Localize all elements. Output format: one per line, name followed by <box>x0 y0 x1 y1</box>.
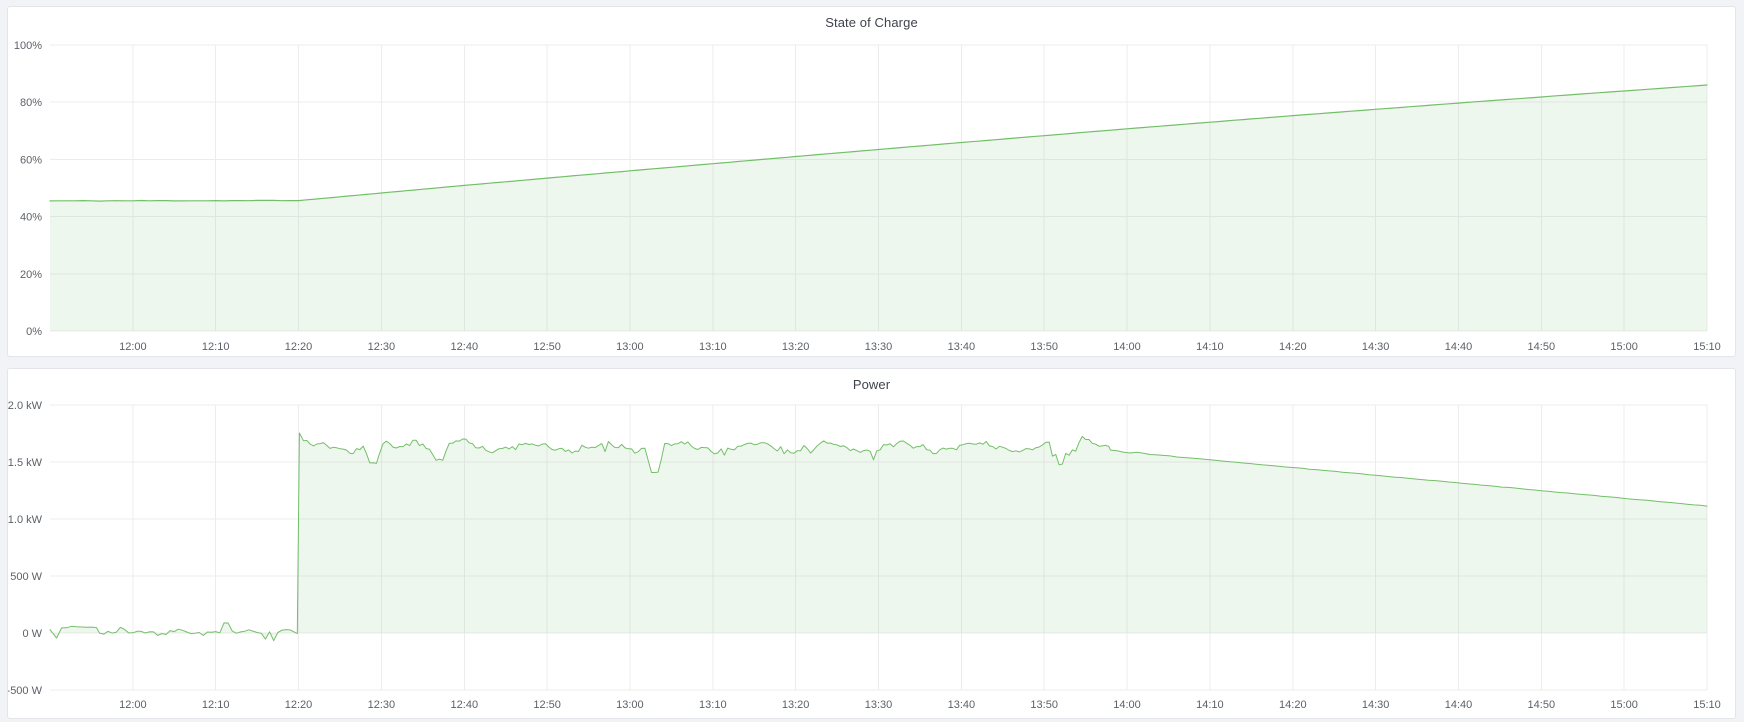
x-axis-tick-label: 12:00 <box>119 699 147 711</box>
power-chart-canvas[interactable]: -500 W 0 W 500 W 1.0 kW 1.5 kW 2.0 kW 12:00 12:… <box>8 369 1735 718</box>
x-axis-tick-label: 13:10 <box>699 699 727 711</box>
x-axis-tick-label: 13:50 <box>1030 699 1058 711</box>
x-axis-tick-label: 13:40 <box>948 341 976 353</box>
y-axis-tick-label: 0% <box>26 326 42 338</box>
x-axis-tick-label: 13:50 <box>1030 341 1058 353</box>
x-axis-tick-label: 13:00 <box>616 699 644 711</box>
x-axis-tick-label: 14:10 <box>1196 341 1224 353</box>
x-axis-tick-label: 13:20 <box>782 341 810 353</box>
series-line <box>49 84 1708 202</box>
series-line <box>49 432 1708 642</box>
y-axis-tick-label: 60% <box>20 154 42 166</box>
x-axis-tick-label: 12:30 <box>368 341 396 353</box>
y-axis-tick-label: 1.5 kW <box>8 457 43 469</box>
x-axis-tick-label: 14:30 <box>1362 341 1390 353</box>
x-axis-tick-label: 13:00 <box>616 341 644 353</box>
y-axis-tick-label: 80% <box>20 97 42 109</box>
panel-state-of-charge: State of Charge 0% 20% 40% 60% 80% 100% 12:00 1… <box>7 6 1736 357</box>
x-axis-tick-label: 12:20 <box>285 341 313 353</box>
x-axis-tick-label: 12:50 <box>533 341 561 353</box>
chart-svg: -500 W 0 W 500 W 1.0 kW 1.5 kW 2.0 kW 12:00 12:… <box>8 400 1721 711</box>
panel-header-state-of-charge[interactable]: State of Charge <box>8 7 1735 37</box>
y-axis-tick-label: 40% <box>20 212 42 224</box>
x-axis-tick-label: 14:20 <box>1279 341 1307 353</box>
x-axis-tick-label: 15:00 <box>1610 699 1638 711</box>
y-axis-tick-label: 100% <box>14 40 42 52</box>
x-axis-tick-label: 14:10 <box>1196 699 1224 711</box>
panel-header-power[interactable]: Power <box>8 369 1735 399</box>
x-axis-tick-label: 14:40 <box>1445 341 1473 353</box>
panel-title-power: Power <box>852 376 891 392</box>
x-axis-tick-label: 13:30 <box>865 341 893 353</box>
x-axis-tick-label: 12:30 <box>368 699 396 711</box>
x-axis-tick-label: 12:10 <box>202 341 230 353</box>
y-axis-tick-label: 1.0 kW <box>8 514 43 526</box>
state-of-charge-chart-canvas[interactable]: 0% 20% 40% 60% 80% 100% 12:00 12:10 12:20 12:30 12… <box>8 7 1735 356</box>
x-axis-tick-label: 14:00 <box>1113 341 1141 353</box>
x-axis-tick-label: 14:40 <box>1445 699 1473 711</box>
x-axis-tick-label: 12:00 <box>119 341 147 353</box>
x-axis-tick-label: 15:10 <box>1693 341 1721 353</box>
x-axis-tick-label: 14:20 <box>1279 699 1307 711</box>
x-axis-tick-label: 14:30 <box>1362 699 1390 711</box>
panel-power: Power -500 W 0 W 500 W 1.0 kW 1.5 kW 2.0 kW 12… <box>7 368 1736 719</box>
x-axis-tick-label: 14:00 <box>1113 699 1141 711</box>
grid-lines <box>50 404 1708 691</box>
x-axis-tick-label: 12:40 <box>451 699 479 711</box>
x-axis-tick-label: 13:20 <box>782 699 810 711</box>
y-axis-tick-label: 20% <box>20 269 42 281</box>
grid-lines <box>50 44 1708 332</box>
x-axis-tick-label: 13:10 <box>699 341 727 353</box>
panel-title-state-of-charge: State of Charge <box>825 14 918 30</box>
x-axis-tick-label: 12:50 <box>533 699 561 711</box>
x-axis-tick-label: 12:20 <box>285 699 313 711</box>
series-area-fill <box>50 433 1707 641</box>
y-axis-tick-label: -500 W <box>8 685 43 697</box>
series-area-fill <box>50 85 1707 331</box>
x-axis-tick-label: 13:30 <box>865 699 893 711</box>
x-axis-tick-label: 15:10 <box>1693 699 1721 711</box>
chart-svg: 0% 20% 40% 60% 80% 100% 12:00 12:10 12:20 12:30 12… <box>14 40 1721 353</box>
x-axis-tick-label: 14:50 <box>1528 699 1556 711</box>
y-axis-tick-label: 2.0 kW <box>8 400 43 412</box>
x-axis-tick-label: 15:00 <box>1610 341 1638 353</box>
y-axis-tick-label: 500 W <box>10 571 42 583</box>
x-axis-tick-label: 12:40 <box>451 341 479 353</box>
x-axis-tick-label: 12:10 <box>202 699 230 711</box>
x-axis-tick-label: 13:40 <box>948 699 976 711</box>
y-axis-tick-label: 0 W <box>22 628 42 640</box>
x-axis-tick-label: 14:50 <box>1528 341 1556 353</box>
